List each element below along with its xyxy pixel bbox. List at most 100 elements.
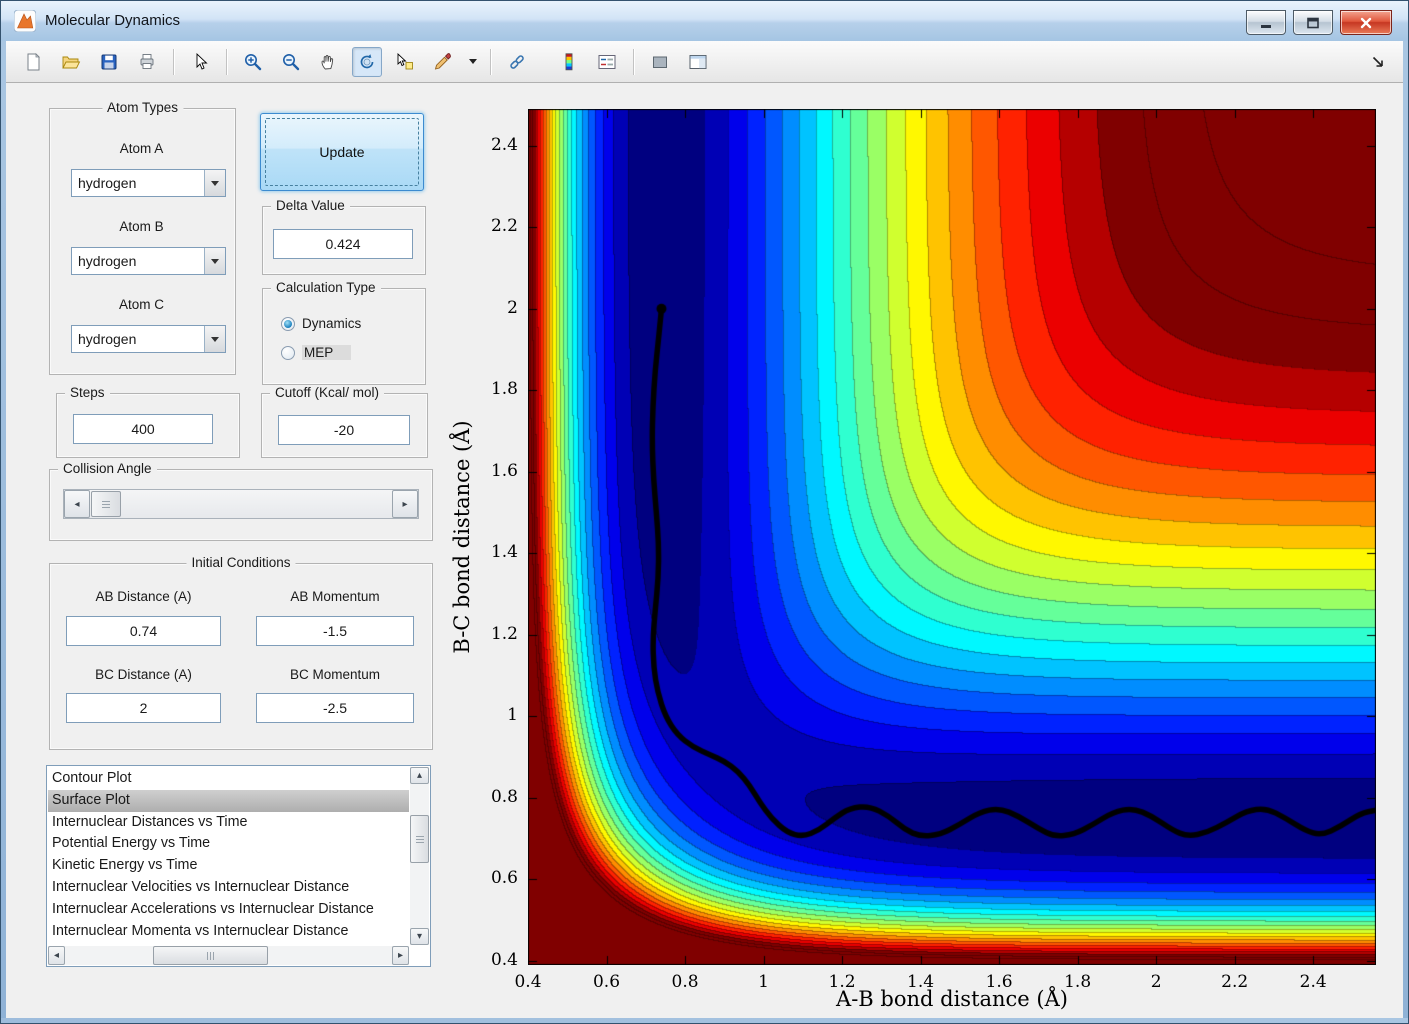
list-item-internuclear-velocities[interactable]: Internuclear Velocities vs Internuclear … bbox=[52, 878, 350, 895]
y-tick-label: 2 bbox=[507, 297, 518, 318]
x-axis-label: A-B bond distance (Å) bbox=[836, 987, 1068, 1011]
maximize-button[interactable] bbox=[1293, 10, 1333, 35]
calculation-type-panel: Calculation Type bbox=[262, 280, 426, 385]
scroll-up-arrow[interactable]: ▴ bbox=[410, 767, 429, 784]
collision-angle-slider[interactable]: ◂ ▸ bbox=[63, 489, 419, 519]
hide-plot-tools-button[interactable] bbox=[645, 47, 675, 77]
print-figure-button[interactable] bbox=[132, 47, 162, 77]
delta-value-field[interactable]: 0.424 bbox=[273, 229, 413, 259]
atom-c-value: hydrogen bbox=[78, 331, 137, 347]
brush-button[interactable] bbox=[428, 47, 458, 77]
figure-toolbar bbox=[6, 41, 1403, 83]
atom-types-panel: Atom Types bbox=[49, 100, 236, 375]
link-plot-button[interactable] bbox=[502, 47, 532, 77]
ab-momentum-label: AB Momentum bbox=[290, 589, 380, 604]
initial-conditions-title: Initial Conditions bbox=[186, 555, 296, 570]
collision-angle-title: Collision Angle bbox=[58, 461, 157, 476]
cutoff-title: Cutoff (Kcal/ mol) bbox=[270, 385, 385, 400]
edit-plot-button[interactable] bbox=[185, 47, 215, 77]
toolbar-separator bbox=[173, 48, 174, 75]
bc-momentum-field[interactable]: -2.5 bbox=[256, 693, 414, 723]
toolbar-separator bbox=[226, 48, 227, 75]
steps-field[interactable]: 400 bbox=[73, 414, 213, 444]
open-folder-icon bbox=[61, 52, 81, 72]
list-item-surface-plot[interactable]: Surface Plot bbox=[48, 789, 409, 812]
atom-b-select[interactable]: hydrogen bbox=[71, 247, 226, 275]
x-tick-label: 1.6 bbox=[985, 972, 1013, 992]
slider-left-arrow[interactable]: ◂ bbox=[64, 490, 90, 518]
list-item-internuclear-momenta[interactable]: Internuclear Momenta vs Internuclear Dis… bbox=[52, 922, 349, 939]
vertical-scrollbar[interactable]: ▴ ▾ bbox=[410, 767, 429, 945]
data-cursor-button[interactable] bbox=[390, 47, 420, 77]
bc-distance-field[interactable]: 2 bbox=[66, 693, 221, 723]
pan-hand-icon bbox=[319, 52, 339, 72]
window-title: Molecular Dynamics bbox=[45, 12, 181, 29]
save-figure-button[interactable] bbox=[94, 47, 124, 77]
zoom-out-button[interactable] bbox=[276, 47, 306, 77]
insert-colorbar-button[interactable] bbox=[554, 47, 584, 77]
list-item-contour-plot[interactable]: Contour Plot bbox=[52, 770, 132, 786]
insert-legend-button[interactable] bbox=[592, 47, 622, 77]
x-tick-label: 0.8 bbox=[671, 972, 699, 992]
minimize-button[interactable] bbox=[1246, 10, 1286, 35]
delta-value-title: Delta Value bbox=[271, 198, 350, 213]
list-item-internuclear-distances[interactable]: Internuclear Distances vs Time bbox=[52, 813, 248, 830]
scroll-left-arrow[interactable]: ◂ bbox=[48, 946, 65, 965]
brush-menu-button[interactable] bbox=[466, 48, 479, 76]
chevron-down-icon[interactable] bbox=[204, 326, 225, 352]
mep-radio-label[interactable]: MEP bbox=[302, 345, 352, 360]
potential-surface-contour-plot[interactable] bbox=[528, 109, 1376, 965]
vertical-scroll-thumb[interactable] bbox=[410, 815, 429, 863]
title-bar[interactable]: Molecular Dynamics bbox=[1, 1, 1408, 42]
close-button[interactable] bbox=[1340, 10, 1392, 35]
steps-title: Steps bbox=[65, 385, 110, 400]
chevron-down-icon[interactable] bbox=[204, 248, 225, 274]
atom-c-select[interactable]: hydrogen bbox=[71, 325, 226, 353]
zoom-in-icon bbox=[243, 52, 263, 72]
rotate-3d-icon bbox=[357, 52, 377, 72]
toolbar-separator bbox=[490, 48, 491, 75]
atom-a-value: hydrogen bbox=[78, 175, 137, 191]
horizontal-scroll-thumb[interactable] bbox=[153, 946, 268, 965]
printer-icon bbox=[137, 52, 157, 72]
list-item-internuclear-accelerations[interactable]: Internuclear Accelerations vs Internucle… bbox=[52, 900, 374, 917]
open-file-button[interactable] bbox=[56, 47, 86, 77]
dock-figure-button[interactable] bbox=[1363, 47, 1393, 77]
y-tick-label: 0.6 bbox=[490, 868, 518, 889]
zoom-in-button[interactable] bbox=[238, 47, 268, 77]
slider-right-arrow[interactable]: ▸ bbox=[392, 490, 418, 518]
cutoff-panel: Cutoff (Kcal/ mol) bbox=[261, 385, 428, 458]
x-tick-label: 1 bbox=[758, 972, 769, 992]
horizontal-scrollbar[interactable]: ◂ ▸ bbox=[48, 946, 409, 965]
initial-conditions-panel: Initial Conditions bbox=[49, 555, 433, 750]
y-tick-label: 2.4 bbox=[490, 134, 518, 155]
bc-distance-label: BC Distance (A) bbox=[95, 667, 192, 682]
mep-radio-row[interactable]: MEP bbox=[281, 345, 352, 360]
plot-type-list: Contour Plot Surface Plot Internuclear D… bbox=[48, 768, 409, 945]
chevron-down-icon[interactable] bbox=[204, 170, 225, 196]
x-tick-label: 0.4 bbox=[514, 972, 542, 992]
update-button[interactable]: Update bbox=[260, 113, 424, 191]
dynamics-radio-label[interactable]: Dynamics bbox=[302, 316, 362, 331]
ab-momentum-field[interactable]: -1.5 bbox=[256, 616, 414, 646]
mep-radio[interactable] bbox=[281, 345, 295, 360]
calculation-type-title: Calculation Type bbox=[271, 280, 381, 295]
list-item-kinetic-energy[interactable]: Kinetic Energy vs Time bbox=[52, 857, 198, 874]
window-border-left bbox=[1, 41, 6, 1023]
legend-icon bbox=[597, 52, 617, 72]
ab-distance-field[interactable]: 0.74 bbox=[66, 616, 221, 646]
rotate-3d-button[interactable] bbox=[352, 46, 382, 77]
new-figure-button[interactable] bbox=[18, 47, 48, 77]
pan-button[interactable] bbox=[314, 47, 344, 77]
scroll-right-arrow[interactable]: ▸ bbox=[392, 946, 409, 965]
y-tick-label: 1.4 bbox=[490, 542, 518, 563]
atom-a-select[interactable]: hydrogen bbox=[71, 169, 226, 197]
hide-plot-tools-icon bbox=[650, 52, 670, 72]
cutoff-field[interactable]: -20 bbox=[278, 415, 410, 445]
scroll-down-arrow[interactable]: ▾ bbox=[410, 928, 429, 945]
dynamics-radio[interactable] bbox=[281, 316, 295, 331]
show-plot-tools-button[interactable] bbox=[683, 47, 713, 77]
list-item-potential-energy[interactable]: Potential Energy vs Time bbox=[52, 835, 211, 852]
dynamics-radio-row[interactable]: Dynamics bbox=[281, 316, 361, 331]
slider-thumb[interactable] bbox=[91, 491, 121, 517]
